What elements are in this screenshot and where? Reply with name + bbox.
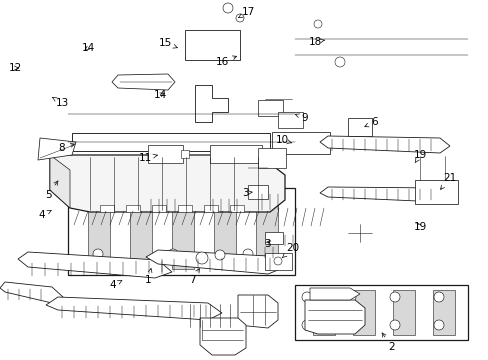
Text: 10: 10	[275, 135, 291, 145]
Text: 6: 6	[364, 117, 378, 127]
Bar	[278, 112, 303, 128]
Circle shape	[433, 320, 443, 330]
Circle shape	[389, 320, 399, 330]
Bar	[256, 194, 278, 269]
Text: 15: 15	[158, 38, 177, 48]
Text: 20: 20	[282, 243, 299, 258]
Polygon shape	[152, 205, 165, 212]
Text: 16: 16	[215, 56, 236, 67]
Circle shape	[196, 252, 207, 264]
Circle shape	[302, 292, 311, 302]
Circle shape	[168, 201, 178, 211]
Text: 17: 17	[238, 7, 254, 18]
Text: 19: 19	[412, 150, 426, 163]
Bar	[172, 194, 194, 269]
Bar	[271, 132, 329, 154]
Polygon shape	[100, 205, 114, 212]
Circle shape	[243, 249, 252, 259]
Text: 3: 3	[263, 239, 270, 249]
Text: 9: 9	[295, 113, 307, 123]
Circle shape	[168, 249, 178, 259]
Circle shape	[334, 57, 345, 67]
Text: 3: 3	[241, 188, 252, 198]
Polygon shape	[50, 155, 285, 212]
Circle shape	[302, 320, 311, 330]
Bar	[294, 285, 467, 340]
Text: 13: 13	[52, 97, 68, 108]
Circle shape	[346, 320, 355, 330]
Bar	[432, 290, 454, 335]
Circle shape	[389, 292, 399, 302]
Polygon shape	[50, 155, 70, 208]
Circle shape	[215, 250, 224, 260]
Text: 14: 14	[81, 43, 95, 53]
Polygon shape	[18, 252, 172, 278]
Bar	[347, 118, 371, 136]
Text: 18: 18	[308, 37, 324, 47]
Bar	[258, 100, 283, 116]
Polygon shape	[195, 85, 227, 122]
Bar	[181, 150, 189, 158]
Text: 5: 5	[44, 181, 58, 200]
Polygon shape	[200, 318, 245, 355]
Circle shape	[93, 201, 103, 211]
Text: 11: 11	[138, 153, 157, 163]
Bar	[214, 194, 236, 269]
Text: 8: 8	[59, 143, 74, 153]
Bar	[72, 133, 269, 151]
Polygon shape	[203, 205, 218, 212]
Bar	[260, 150, 267, 158]
Text: 4: 4	[39, 210, 51, 220]
Text: 2: 2	[381, 333, 394, 352]
Polygon shape	[319, 136, 449, 153]
Bar	[130, 194, 152, 269]
Polygon shape	[178, 205, 192, 212]
Bar	[88, 194, 110, 269]
Text: 7: 7	[188, 269, 199, 285]
Bar	[352, 290, 374, 335]
Bar	[258, 148, 285, 168]
Bar	[184, 30, 240, 60]
Bar	[312, 290, 334, 335]
Circle shape	[346, 292, 355, 302]
Polygon shape	[229, 205, 244, 212]
Circle shape	[243, 201, 252, 211]
Text: 1: 1	[144, 269, 152, 285]
Polygon shape	[126, 205, 140, 212]
Text: 12: 12	[8, 63, 21, 73]
Text: 21: 21	[440, 173, 456, 189]
Circle shape	[273, 257, 282, 265]
Polygon shape	[305, 300, 364, 334]
Polygon shape	[238, 295, 278, 328]
Polygon shape	[309, 288, 359, 300]
Text: 19: 19	[412, 222, 426, 232]
Circle shape	[93, 249, 103, 259]
Polygon shape	[38, 138, 76, 160]
Bar	[68, 188, 294, 275]
Bar	[264, 253, 291, 270]
Bar	[247, 185, 267, 199]
Circle shape	[223, 3, 232, 13]
Text: 14: 14	[153, 90, 166, 100]
Bar	[264, 232, 283, 244]
Circle shape	[433, 292, 443, 302]
Polygon shape	[0, 282, 63, 303]
Polygon shape	[146, 250, 283, 274]
Polygon shape	[46, 297, 222, 320]
Polygon shape	[112, 74, 175, 90]
Circle shape	[236, 14, 244, 22]
Polygon shape	[319, 187, 449, 202]
Bar	[148, 145, 183, 163]
Circle shape	[313, 20, 321, 28]
Text: 4: 4	[109, 280, 122, 290]
Bar	[209, 145, 262, 163]
Bar	[414, 180, 457, 204]
Bar	[392, 290, 414, 335]
